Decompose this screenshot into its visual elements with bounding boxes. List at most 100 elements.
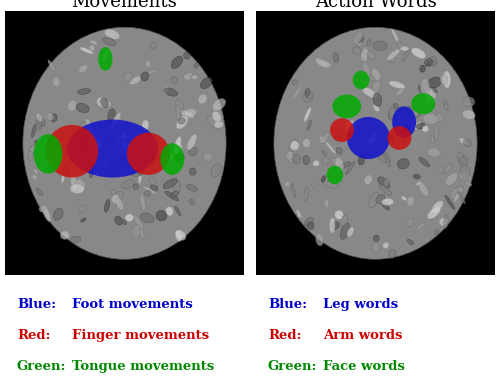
Ellipse shape [140,227,144,240]
Ellipse shape [212,99,226,111]
Ellipse shape [347,117,390,159]
Ellipse shape [122,142,130,149]
Ellipse shape [164,191,178,201]
Ellipse shape [386,152,390,162]
Ellipse shape [47,165,54,172]
Ellipse shape [171,56,182,68]
Ellipse shape [373,93,382,107]
Ellipse shape [190,199,194,205]
Ellipse shape [397,41,402,48]
Ellipse shape [80,135,88,145]
Ellipse shape [345,121,356,132]
Ellipse shape [176,116,188,129]
Ellipse shape [138,171,141,184]
Ellipse shape [330,218,335,233]
Ellipse shape [118,158,123,165]
Ellipse shape [164,148,170,155]
Ellipse shape [291,184,296,198]
Ellipse shape [174,142,183,153]
Ellipse shape [459,157,468,166]
Ellipse shape [332,222,339,230]
Ellipse shape [198,94,207,104]
Ellipse shape [322,181,338,188]
Ellipse shape [392,119,398,127]
Ellipse shape [440,75,448,84]
Text: Foot movements: Foot movements [72,298,192,311]
Ellipse shape [376,195,385,204]
Ellipse shape [335,210,344,219]
Ellipse shape [396,89,404,96]
Ellipse shape [122,220,127,225]
Ellipse shape [176,104,180,120]
Ellipse shape [368,134,378,144]
Ellipse shape [134,215,143,229]
Ellipse shape [67,120,158,178]
Ellipse shape [54,208,63,220]
Text: Face words: Face words [323,360,405,373]
Text: Red:: Red: [268,329,302,342]
Ellipse shape [429,57,437,66]
Ellipse shape [336,157,344,172]
Ellipse shape [423,113,438,124]
Ellipse shape [32,175,36,180]
Ellipse shape [458,152,464,163]
Title: Action Words: Action Words [314,0,436,11]
Ellipse shape [444,164,452,173]
Ellipse shape [362,62,370,78]
Ellipse shape [312,182,314,188]
Ellipse shape [46,137,58,147]
Ellipse shape [184,73,192,79]
Ellipse shape [164,153,174,160]
Ellipse shape [419,157,430,167]
Ellipse shape [164,88,177,96]
Ellipse shape [86,119,90,124]
Ellipse shape [122,180,135,188]
Ellipse shape [398,133,406,142]
Ellipse shape [23,27,226,259]
Ellipse shape [94,130,104,139]
Ellipse shape [367,39,371,47]
Ellipse shape [458,191,466,204]
Ellipse shape [163,179,177,189]
Ellipse shape [175,100,184,114]
Ellipse shape [52,77,60,87]
Ellipse shape [460,165,470,178]
Ellipse shape [184,74,191,81]
Ellipse shape [388,107,395,120]
Ellipse shape [320,136,324,143]
Ellipse shape [388,126,411,150]
Ellipse shape [320,133,329,144]
Ellipse shape [124,72,132,81]
Ellipse shape [322,150,327,155]
Ellipse shape [122,133,127,139]
Ellipse shape [302,92,312,102]
Ellipse shape [434,229,439,235]
Ellipse shape [420,79,430,97]
Ellipse shape [39,206,44,212]
Ellipse shape [307,120,312,131]
Ellipse shape [172,178,181,192]
Ellipse shape [414,122,421,129]
Ellipse shape [422,126,428,132]
Ellipse shape [166,207,173,215]
Ellipse shape [180,110,194,118]
Ellipse shape [462,97,475,107]
Ellipse shape [362,88,378,98]
Ellipse shape [383,152,390,167]
Ellipse shape [114,216,122,225]
Ellipse shape [456,186,464,193]
Ellipse shape [60,231,69,240]
Ellipse shape [430,135,434,143]
Ellipse shape [116,198,124,210]
Ellipse shape [102,37,116,46]
Ellipse shape [77,89,91,94]
Ellipse shape [68,100,76,111]
Ellipse shape [204,153,212,161]
Ellipse shape [316,234,323,246]
Ellipse shape [48,60,55,71]
Ellipse shape [390,134,394,144]
Ellipse shape [436,113,444,122]
Ellipse shape [288,140,298,152]
Ellipse shape [170,153,184,161]
Ellipse shape [387,49,400,60]
